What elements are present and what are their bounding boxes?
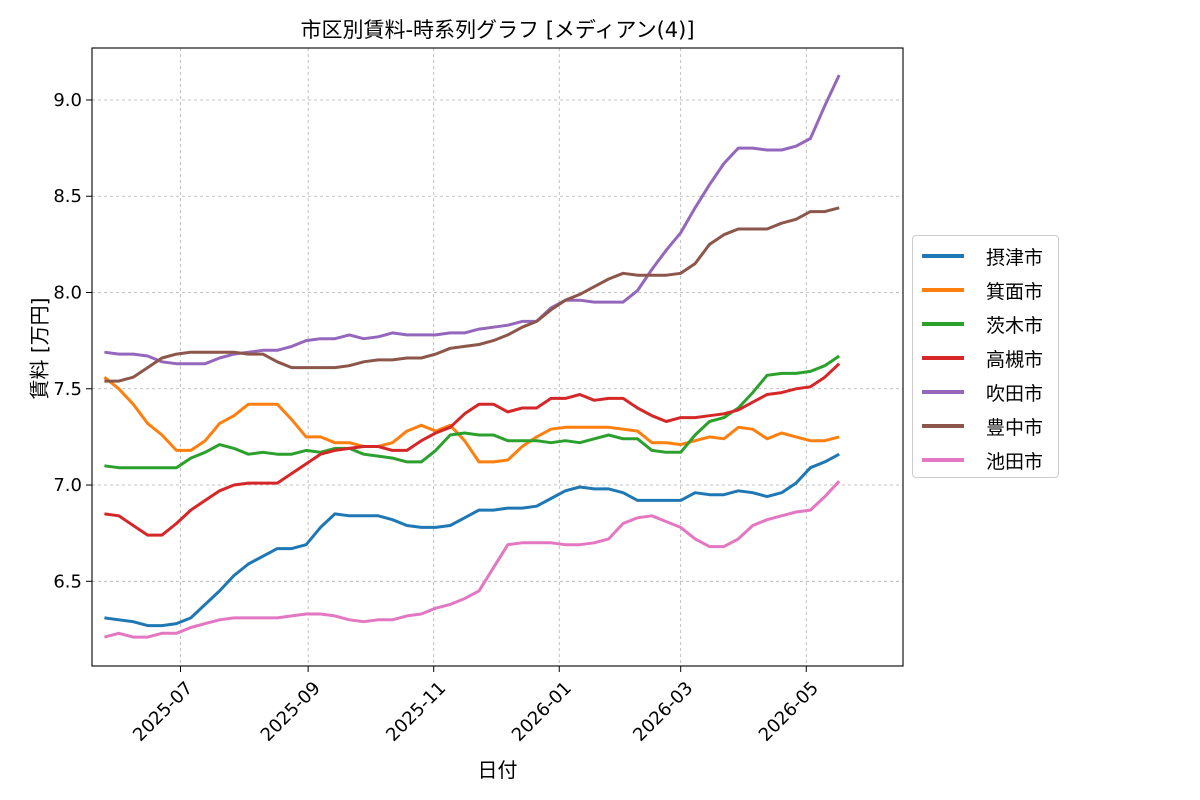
legend-swatch (922, 424, 964, 428)
legend-item: 池田市 (913, 443, 1058, 477)
grid (92, 48, 903, 666)
legend-item: 高槻市 (913, 341, 1058, 375)
legend-swatch (922, 458, 964, 462)
series-line-3 (104, 354, 841, 470)
legend-label: 摂津市 (986, 246, 1044, 269)
series-line-2 (103, 376, 840, 464)
legend-swatch (922, 288, 964, 292)
y-tick-label: 7.5 (53, 379, 82, 400)
legend-label: 豊中市 (986, 416, 1044, 439)
legend-swatch (922, 390, 964, 394)
legend-label: 茨木市 (986, 314, 1044, 337)
y-tick-label: 8.5 (53, 186, 82, 207)
series-line-4 (104, 362, 841, 537)
legend-item: 摂津市 (913, 239, 1058, 273)
y-tick-label: 8.0 (53, 283, 82, 304)
series-line-6 (104, 206, 840, 383)
legend-item: 茨木市 (913, 307, 1058, 341)
series-line-7 (104, 480, 841, 639)
x-tick-label: 2026-03 (629, 678, 697, 746)
y-tick-label: 6.5 (53, 571, 82, 592)
legend-item: 豊中市 (913, 409, 1058, 443)
x-tick-label: 2025-11 (382, 678, 450, 746)
series-line-5 (104, 74, 841, 366)
chart-title: 市区別賃料-時系列グラフ [メディアン(4)] (300, 18, 695, 42)
y-tick-label: 9.0 (53, 90, 82, 111)
x-tick-label: 2025-07 (129, 678, 197, 746)
x-tick-label: 2026-01 (508, 678, 576, 746)
legend-swatch (922, 254, 964, 258)
plot-area-frame (91, 47, 904, 667)
y-axis-label: 賃料 [万円] (27, 297, 52, 400)
legend-label: 吹田市 (986, 382, 1044, 405)
y-tick-label: 7.0 (53, 475, 82, 496)
series-lines (103, 74, 841, 639)
x-tick-label: 2026-05 (755, 678, 823, 746)
x-tick-label: 2025-09 (257, 678, 325, 746)
legend-label: 高槻市 (986, 348, 1044, 371)
legend: 摂津市箕面市茨木市高槻市吹田市豊中市池田市 (912, 235, 1059, 478)
x-axis-label: 日付 (477, 758, 518, 782)
legend-item: 吹田市 (913, 375, 1058, 409)
legend-swatch (922, 322, 964, 326)
series-line-1 (104, 452, 840, 628)
legend-label: 池田市 (986, 450, 1044, 473)
legend-item: 箕面市 (913, 273, 1058, 307)
legend-label: 箕面市 (986, 280, 1044, 303)
legend-swatch (922, 356, 964, 360)
